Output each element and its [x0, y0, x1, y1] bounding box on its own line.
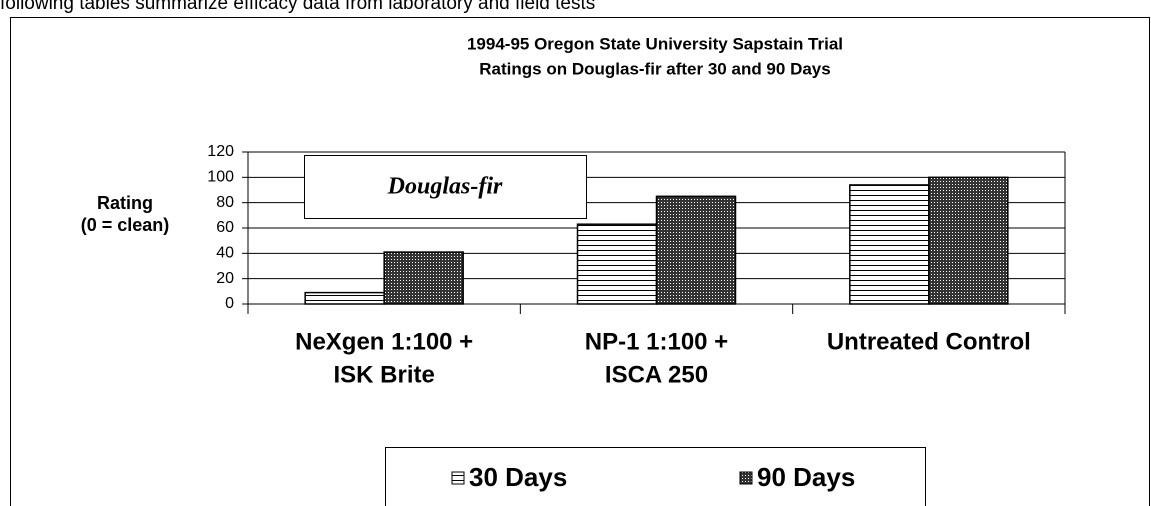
x-tick-label: ISCA 250	[605, 361, 708, 388]
y-tick-label: 60	[216, 219, 234, 236]
y-tick-label: 20	[216, 270, 234, 287]
bar	[849, 184, 930, 305]
y-tick-label: 40	[216, 245, 234, 262]
legend-swatch	[739, 471, 753, 485]
chart-title: 1994-95 Oregon State University Sapstain…	[467, 34, 843, 53]
chart-title: Ratings on Douglas-fir after 30 and 90 D…	[479, 59, 830, 78]
bar	[576, 223, 658, 305]
legend-swatch	[451, 471, 465, 485]
legend-label: 90 Days	[757, 462, 855, 492]
bar	[304, 291, 385, 305]
x-tick-label: NeXgen 1:100 +	[295, 328, 473, 355]
annotation: Douglas-fir	[387, 174, 503, 200]
y-tick-label: 120	[207, 143, 234, 160]
y-axis-label: Rating	[97, 193, 153, 213]
y-tick-label: 0	[225, 295, 234, 312]
annotation-box	[304, 155, 587, 219]
y-tick-label: 80	[216, 194, 234, 211]
bar	[928, 176, 1009, 305]
legend-label: 30 Days	[469, 462, 567, 492]
bar	[655, 195, 737, 305]
x-tick-label: Untreated Control	[827, 328, 1031, 355]
x-tick-label: NP-1 1:100 +	[585, 328, 728, 355]
y-axis-label: (0 = clean)	[81, 215, 170, 235]
y-tick-label: 100	[207, 169, 234, 186]
document-text: following tables summarize efficacy data…	[0, 0, 595, 14]
legend	[385, 447, 926, 506]
bar	[383, 251, 464, 305]
x-tick-label: ISK Brite	[333, 361, 434, 388]
